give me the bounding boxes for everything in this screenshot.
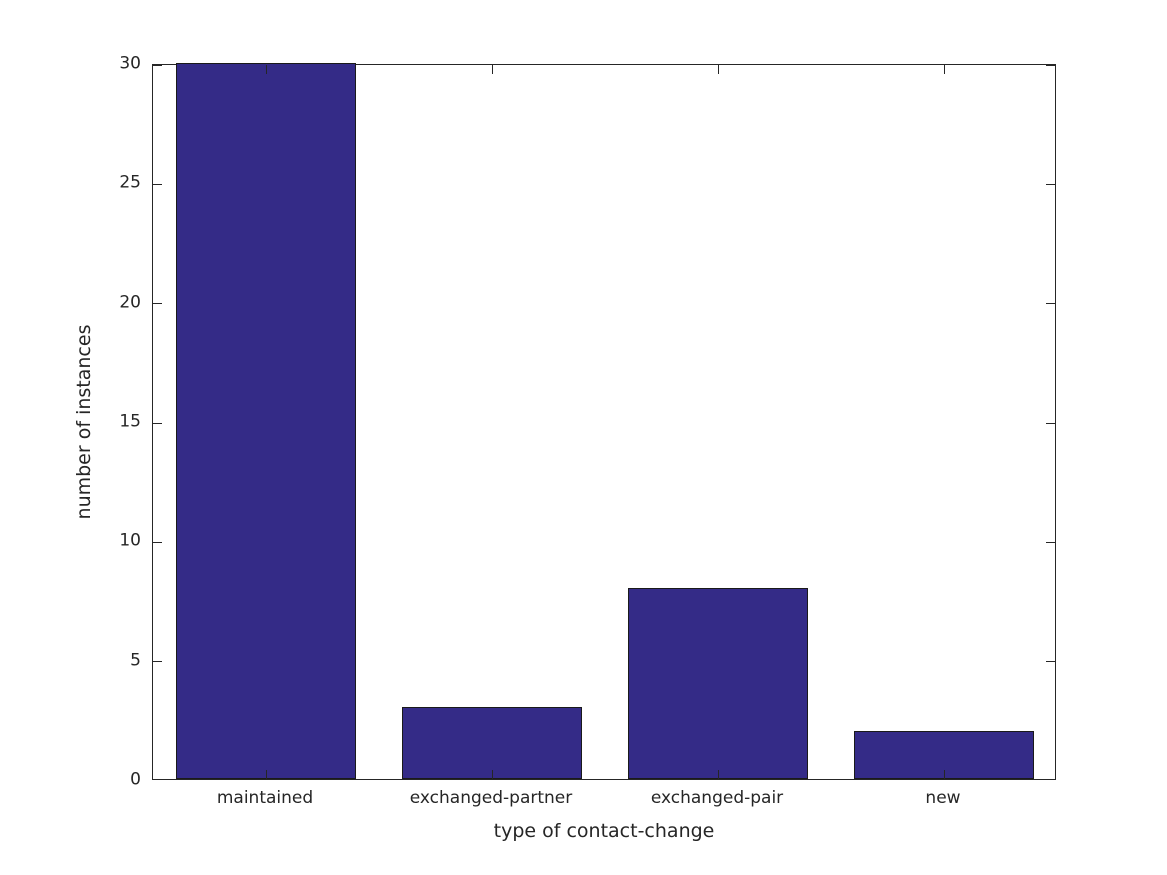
x-tick [717,65,719,74]
x-axis-label: type of contact-change [493,820,715,842]
plot-area [152,63,1056,780]
y-tick-label: 0 [130,769,141,790]
x-tick [491,65,493,74]
y-tick [1046,303,1055,305]
bar-exchanged-pair [627,588,809,779]
y-tick [1046,661,1055,663]
x-tick-label: new [925,788,961,808]
y-tick [1046,65,1055,66]
x-tick [491,770,493,779]
x-tick [265,65,267,74]
y-tick [153,661,162,663]
x-tick-label: maintained [216,788,314,808]
x-tick-label: exchanged-pair [650,788,784,808]
y-tick [1046,183,1055,185]
bar-maintained [175,63,357,779]
y-tick [1046,541,1055,543]
y-tick-label: 20 [119,292,141,313]
bar-exchanged-partner [401,707,583,779]
x-tick [265,770,267,779]
y-tick [153,779,162,780]
y-tick-label: 5 [130,650,141,671]
y-tick [153,541,162,543]
y-tick [1046,779,1055,780]
y-tick [1046,422,1055,424]
x-tick [717,770,719,779]
x-tick [943,65,945,74]
y-tick [153,65,162,66]
y-tick [153,183,162,185]
y-tick-label: 25 [119,172,141,193]
y-tick-label: 15 [119,411,141,432]
y-tick-label: 30 [119,53,141,74]
y-tick [153,303,162,305]
y-tick [153,422,162,424]
x-tick-label: exchanged-partner [409,788,573,808]
y-tick-label: 10 [119,530,141,551]
x-tick [943,770,945,779]
